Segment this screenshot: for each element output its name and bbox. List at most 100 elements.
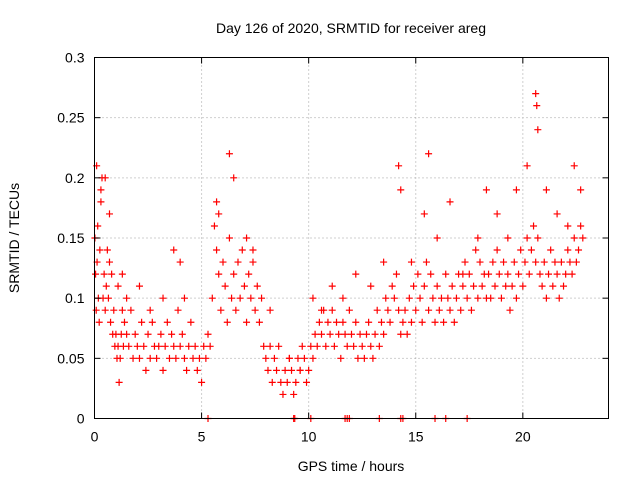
data-point — [485, 270, 493, 278]
data-point — [542, 186, 550, 194]
data-point — [577, 186, 585, 194]
data-point — [318, 330, 326, 338]
data-point — [506, 306, 514, 314]
data-point — [315, 318, 323, 326]
data-point — [225, 234, 233, 242]
data-point — [157, 330, 165, 338]
data-point — [115, 378, 123, 386]
data-point — [442, 270, 450, 278]
data-point — [309, 294, 317, 302]
data-point — [521, 258, 529, 266]
data-point — [512, 294, 520, 302]
y-tick-label: 0 — [77, 411, 85, 427]
data-series — [91, 90, 587, 422]
data-point — [138, 318, 146, 326]
data-point — [275, 342, 283, 350]
data-point — [470, 282, 478, 290]
data-point — [127, 306, 135, 314]
data-point — [523, 162, 531, 170]
data-point — [163, 318, 171, 326]
data-point — [288, 366, 296, 374]
data-point — [273, 366, 281, 374]
data-point — [309, 354, 317, 362]
data-point — [262, 354, 270, 362]
data-point — [487, 294, 495, 302]
data-point — [527, 246, 535, 254]
data-point — [474, 294, 482, 302]
data-point — [140, 342, 148, 350]
data-point — [96, 246, 104, 254]
data-point — [183, 366, 191, 374]
data-point — [97, 198, 105, 206]
data-point — [228, 294, 236, 302]
data-point — [270, 354, 278, 362]
data-point — [172, 354, 180, 362]
data-point — [144, 330, 152, 338]
x-axis-label: GPS time / hours — [298, 458, 405, 474]
data-point — [178, 330, 186, 338]
data-point — [395, 306, 403, 314]
data-point — [339, 318, 347, 326]
data-point — [562, 270, 570, 278]
data-point — [243, 318, 251, 326]
data-point — [380, 330, 388, 338]
data-point — [330, 342, 338, 350]
data-point — [371, 330, 379, 338]
data-point — [249, 246, 257, 254]
data-point — [553, 210, 561, 218]
data-point — [223, 318, 231, 326]
data-point — [92, 306, 100, 314]
data-point — [116, 354, 124, 362]
data-point — [403, 330, 411, 338]
data-point — [564, 246, 572, 254]
data-point — [298, 342, 306, 350]
data-point — [103, 246, 111, 254]
data-point — [444, 294, 452, 302]
data-point — [446, 306, 454, 314]
data-point — [102, 282, 110, 290]
data-point — [108, 270, 116, 278]
data-point — [202, 354, 210, 362]
data-point — [350, 342, 358, 350]
data-point — [294, 354, 302, 362]
data-point — [170, 342, 178, 350]
y-tick-label: 0.15 — [57, 230, 84, 246]
y-tick-label: 0.2 — [65, 170, 85, 186]
data-point — [135, 282, 143, 290]
data-point — [437, 294, 445, 302]
data-point — [397, 186, 405, 194]
data-point — [570, 162, 578, 170]
data-point — [425, 306, 433, 314]
data-point — [100, 270, 108, 278]
data-point — [405, 294, 413, 302]
data-point — [579, 234, 587, 242]
data-point — [367, 282, 375, 290]
x-tick-label: 20 — [515, 429, 531, 445]
data-point — [146, 354, 154, 362]
chart-title: Day 126 of 2020, SRMTID for receiver are… — [216, 20, 486, 36]
data-point — [515, 270, 523, 278]
grid-lines — [94, 57, 609, 419]
data-point — [260, 342, 268, 350]
data-point — [146, 306, 154, 314]
data-point — [221, 282, 229, 290]
data-point — [375, 342, 383, 350]
data-point — [495, 270, 503, 278]
data-point — [195, 354, 203, 362]
data-point — [533, 102, 541, 110]
data-point — [557, 258, 565, 266]
data-point — [95, 318, 103, 326]
data-point — [135, 354, 143, 362]
data-point — [101, 306, 109, 314]
y-axis-label: SRMTID / TECUs — [6, 183, 22, 293]
data-point — [251, 306, 259, 314]
data-point — [105, 258, 113, 266]
data-point — [352, 270, 360, 278]
data-point — [187, 318, 195, 326]
data-point — [213, 198, 221, 206]
data-point — [277, 378, 285, 386]
data-point — [174, 306, 182, 314]
data-point — [307, 342, 315, 350]
data-point — [425, 150, 433, 158]
data-point — [333, 318, 341, 326]
